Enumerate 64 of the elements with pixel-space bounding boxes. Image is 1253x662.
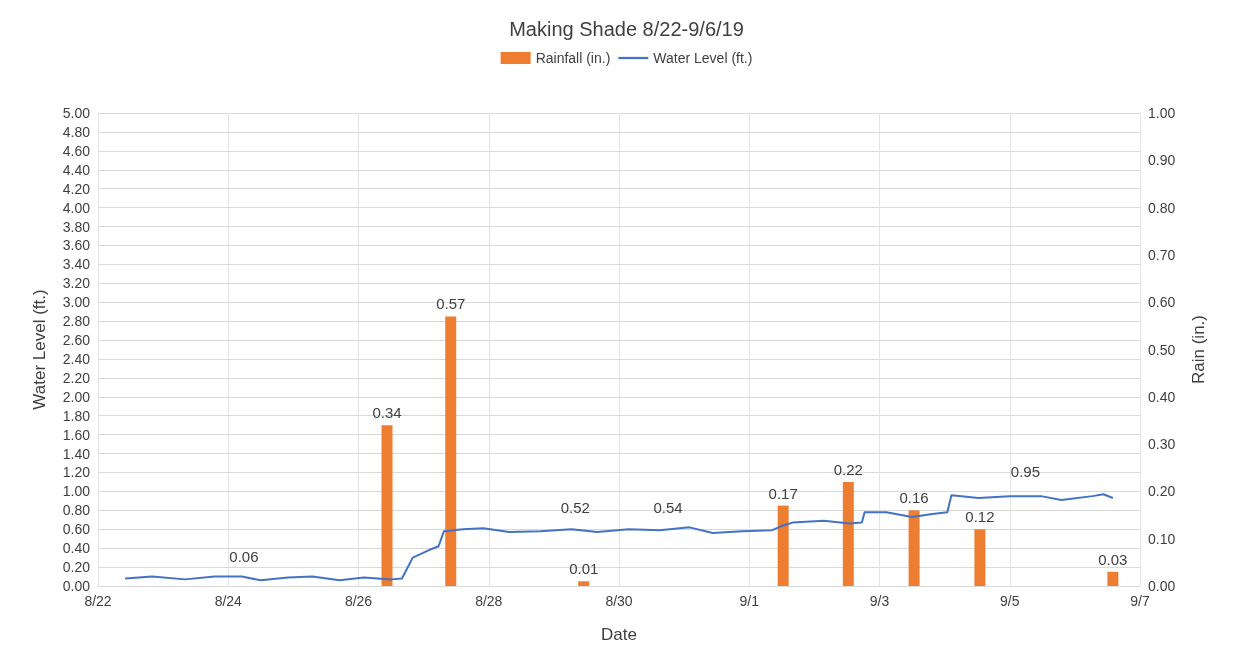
y-axis-title: Water Level (ft.) bbox=[30, 289, 49, 410]
y-tick-label: 1.40 bbox=[62, 445, 91, 462]
x-tick-label: 8/30 bbox=[605, 593, 633, 609]
y-tick-label: 3.60 bbox=[62, 237, 91, 254]
y-tick-label: 0.60 bbox=[62, 521, 91, 538]
data-label: 0.22 bbox=[833, 460, 863, 478]
y-tick-label: 1.80 bbox=[62, 407, 91, 424]
annotation: 0.54 bbox=[653, 498, 683, 516]
x-tick-label: 9/1 bbox=[739, 593, 760, 609]
y-tick-label: 4.00 bbox=[62, 199, 91, 216]
y-tick-label: 2.00 bbox=[62, 388, 91, 405]
x-axis-title: Date bbox=[601, 625, 637, 644]
y2-tick-label: 0.10 bbox=[1148, 530, 1176, 547]
y-tick-label: 1.20 bbox=[62, 464, 91, 481]
y-tick-label: 2.80 bbox=[62, 313, 91, 330]
y-tick-label: 4.40 bbox=[62, 161, 91, 178]
x-tick-label: 8/28 bbox=[475, 593, 503, 609]
x-tick-label: 9/7 bbox=[1130, 593, 1150, 609]
y-tick-label: 3.80 bbox=[62, 218, 91, 235]
data-label: 0.17 bbox=[768, 484, 798, 502]
x-tick-label: 8/24 bbox=[214, 593, 243, 609]
data-label: 0.01 bbox=[569, 560, 599, 578]
data-label: 0.34 bbox=[372, 404, 402, 422]
y2-tick-label: 0.00 bbox=[1148, 578, 1176, 594]
y-tick-label: 5.00 bbox=[62, 105, 91, 121]
y-tick-label: 0.80 bbox=[62, 502, 91, 519]
y2-tick-label: 0.70 bbox=[1148, 246, 1176, 263]
x-tick-label: 8/22 bbox=[84, 593, 112, 609]
y2-tick-label: 0.50 bbox=[1148, 341, 1176, 358]
x-tick-label: 8/26 bbox=[344, 593, 373, 609]
y-tick-label: 1.00 bbox=[62, 483, 91, 500]
legend-label: Rainfall (in.) bbox=[535, 50, 611, 66]
y-tick-label: 0.40 bbox=[62, 540, 91, 557]
data-label: 0.03 bbox=[1098, 550, 1128, 568]
y2-tick-label: 0.20 bbox=[1148, 483, 1176, 500]
y2-tick-label: 0.90 bbox=[1148, 152, 1176, 169]
annotation: 0.06 bbox=[229, 547, 259, 565]
y-tick-label: 1.60 bbox=[62, 426, 91, 443]
annotation: 0.95 bbox=[1010, 462, 1040, 480]
x-tick-label: 9/5 bbox=[1000, 593, 1020, 609]
y-tick-label: 4.60 bbox=[62, 142, 91, 159]
y-tick-label: 2.40 bbox=[62, 350, 91, 367]
y2-tick-label: 0.30 bbox=[1148, 436, 1176, 453]
data-label: 0.57 bbox=[436, 295, 466, 313]
y-tick-label: 4.20 bbox=[62, 180, 91, 197]
y2-tick-label: 0.40 bbox=[1148, 388, 1176, 405]
x-tick-label: 9/3 bbox=[869, 593, 890, 609]
y2-tick-label: 0.60 bbox=[1148, 294, 1176, 311]
y2-tick-label: 1.00 bbox=[1148, 105, 1176, 121]
y2-tick-label: 0.80 bbox=[1148, 199, 1176, 216]
y-tick-label: 2.20 bbox=[62, 369, 91, 386]
data-label: 0.12 bbox=[965, 508, 995, 526]
annotation: 0.52 bbox=[560, 498, 590, 516]
chart-title: Making Shade 8/22-9/6/19 bbox=[509, 18, 744, 40]
y2-axis-title: Rain (in.) bbox=[1189, 315, 1208, 384]
y-tick-label: 4.80 bbox=[62, 123, 91, 140]
legend-label: Water Level (ft.) bbox=[653, 50, 753, 66]
y-tick-label: 2.60 bbox=[62, 332, 91, 349]
y-tick-label: 0.00 bbox=[62, 578, 91, 594]
y-tick-label: 3.00 bbox=[62, 294, 91, 311]
y-tick-label: 3.40 bbox=[62, 256, 91, 273]
y-tick-label: 0.20 bbox=[62, 559, 91, 576]
y-tick-label: 3.20 bbox=[62, 275, 91, 292]
data-label: 0.16 bbox=[899, 489, 929, 507]
